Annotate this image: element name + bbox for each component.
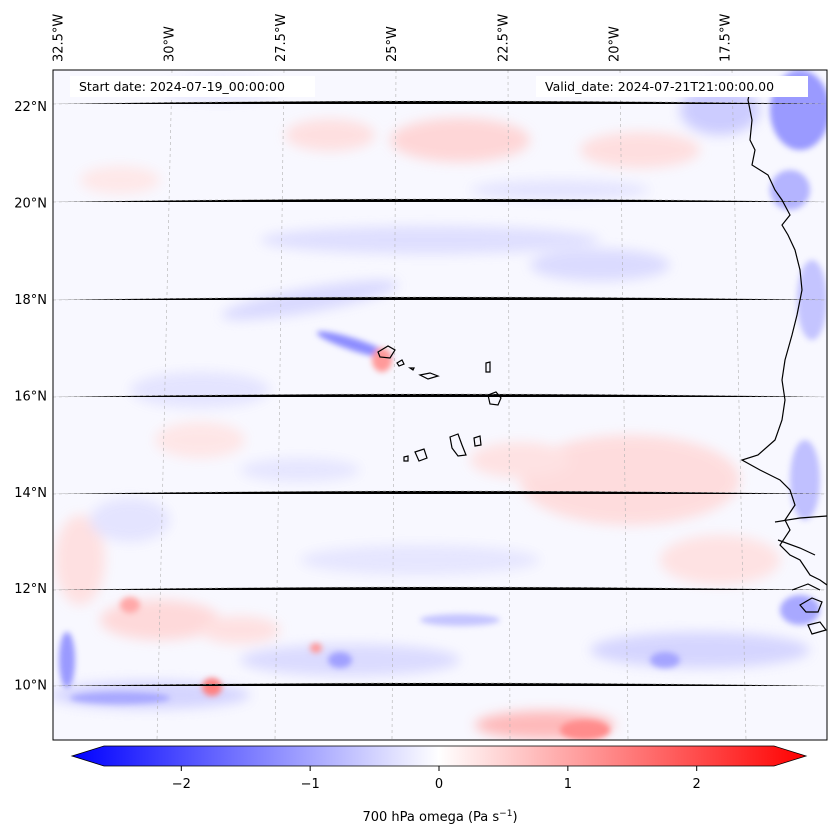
colorbar-tick-label: −1 [301,777,320,792]
lat-label: 12°N [14,582,47,597]
start-date-label: Start date: 2024-07-19_00:00:00 [79,79,285,94]
colorbar-ticks: −2 −1 0 1 2 [172,766,701,792]
colorbar [70,745,808,767]
lon-label: 22.5°W [496,14,511,62]
colorbar-tick-label: −2 [172,777,191,792]
island-santiago [449,433,467,457]
africa-coastline [740,79,827,586]
valid-date-label: Valid_date: 2024-07-21T21:00:00.00 [545,79,774,94]
longitude-labels: 32.5°W 30°W 27.5°W 25°W 22.5°W 20°W 17.5°W [51,14,733,62]
valid-date-box [536,76,808,97]
lon-label: 25°W [385,26,400,62]
start-date-box [70,76,315,97]
coastlines [377,79,827,635]
lat-label: 20°N [14,197,47,212]
island-boa-vista [487,391,502,406]
island-santo-antao [377,345,396,359]
latitude-labels: 22°N 20°N 18°N 16°N 14°N 12°N 10°N [14,100,47,693]
colorbar-tick-label: 0 [435,777,443,792]
lon-label: 20°W [607,26,622,62]
lon-label: 27.5°W [274,14,289,62]
lon-label: 32.5°W [51,14,66,62]
lat-label: 22°N [14,100,47,115]
lat-label: 16°N [14,389,47,404]
lat-label: 10°N [14,679,47,694]
lat-label: 14°N [14,486,47,501]
omega-field [53,70,827,740]
colorbar-label: 700 hPa omega (Pa s−1) [362,809,517,825]
map-frame [52,69,828,741]
lon-label: 17.5°W [719,14,734,62]
colorbar-tick-label: 1 [564,777,572,792]
lat-label: 18°N [14,293,47,308]
colorbar-tick-label: 2 [693,777,701,792]
gridlines [53,70,827,740]
lon-label: 30°W [163,26,178,62]
